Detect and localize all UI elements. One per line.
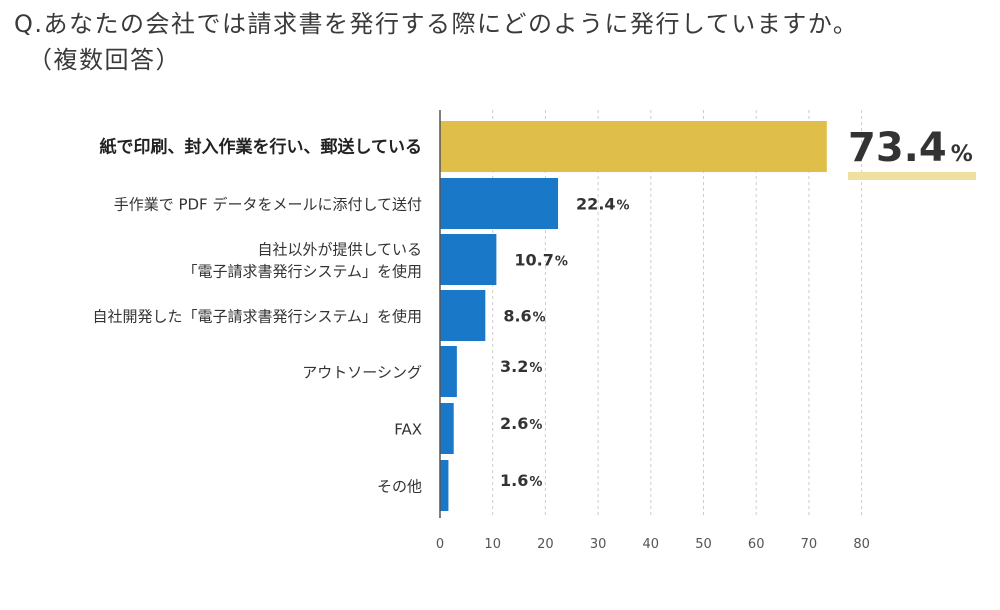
category-label: 自社以外が提供している (257, 241, 422, 259)
bar (440, 234, 497, 285)
category-label: 紙で印刷、封入作業を行い、郵送している (100, 137, 423, 158)
category-label: その他 (377, 478, 422, 496)
x-tick-label: 70 (801, 537, 818, 552)
value-label: 2.6% (500, 414, 542, 433)
category-label: FAX (394, 421, 422, 439)
value-label: 1.6% (500, 471, 542, 490)
title-note: （複数回答） (28, 46, 181, 74)
x-tick-label: 60 (748, 537, 765, 552)
category-label: 手作業で PDF データをメールに添付して送付 (114, 196, 422, 214)
x-tick-label: 10 (484, 537, 501, 552)
category-label: 「電子請求書発行システム」を使用 (182, 263, 422, 281)
category-label: アウトソーシング (302, 364, 422, 382)
category-label: 自社開発した「電子請求書発行システム」を使用 (92, 308, 422, 326)
bar (440, 346, 457, 397)
x-tick-label: 40 (643, 537, 660, 552)
x-tick-label: 50 (695, 537, 712, 552)
value-label: 3.2% (500, 357, 542, 376)
chart-title: Q.あなたの会社では請求書を発行する際にどのように発行していますか。 （複数回答… (14, 6, 858, 78)
bar (440, 121, 827, 172)
x-tick-label: 20 (537, 537, 554, 552)
value-label: 22.4% (576, 195, 630, 214)
x-tick-label: 80 (853, 537, 870, 552)
value-label: 10.7% (514, 251, 568, 270)
title-question: Q.あなたの会社では請求書を発行する際にどのように発行していますか。 (14, 10, 859, 38)
x-tick-label: 30 (590, 537, 607, 552)
value-label: 73.4% (848, 125, 973, 171)
bar (440, 290, 486, 341)
bar (440, 460, 449, 511)
bar (440, 403, 454, 454)
x-tick-label: 0 (436, 537, 444, 552)
value-highlight-underline (848, 172, 976, 180)
value-label: 8.6% (503, 307, 545, 326)
bar (440, 178, 559, 229)
